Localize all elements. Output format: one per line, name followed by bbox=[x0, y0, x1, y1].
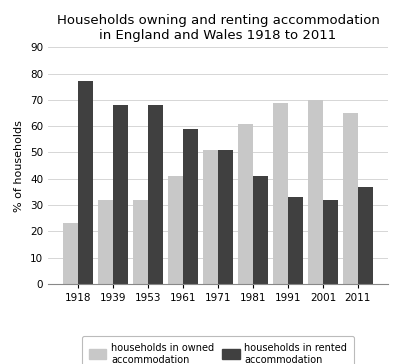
Bar bbox=[113, 105, 128, 284]
Bar bbox=[253, 176, 268, 284]
Bar bbox=[133, 200, 148, 284]
Bar bbox=[288, 197, 303, 284]
Bar bbox=[218, 150, 233, 284]
Bar bbox=[148, 105, 163, 284]
Bar bbox=[343, 113, 358, 284]
Bar bbox=[168, 176, 183, 284]
Bar bbox=[64, 223, 78, 284]
Bar bbox=[358, 187, 372, 284]
Title: Households owning and renting accommodation
in England and Wales 1918 to 2011: Households owning and renting accommodat… bbox=[56, 14, 380, 42]
Bar bbox=[203, 150, 218, 284]
Bar bbox=[273, 103, 288, 284]
Bar bbox=[323, 200, 338, 284]
Bar bbox=[78, 82, 93, 284]
Bar bbox=[308, 100, 323, 284]
Bar bbox=[183, 129, 198, 284]
Legend: households in owned
accommodation, households in rented
accommodation: households in owned accommodation, house… bbox=[82, 336, 354, 364]
Bar bbox=[98, 200, 113, 284]
Bar bbox=[238, 123, 253, 284]
Y-axis label: % of households: % of households bbox=[14, 120, 24, 211]
